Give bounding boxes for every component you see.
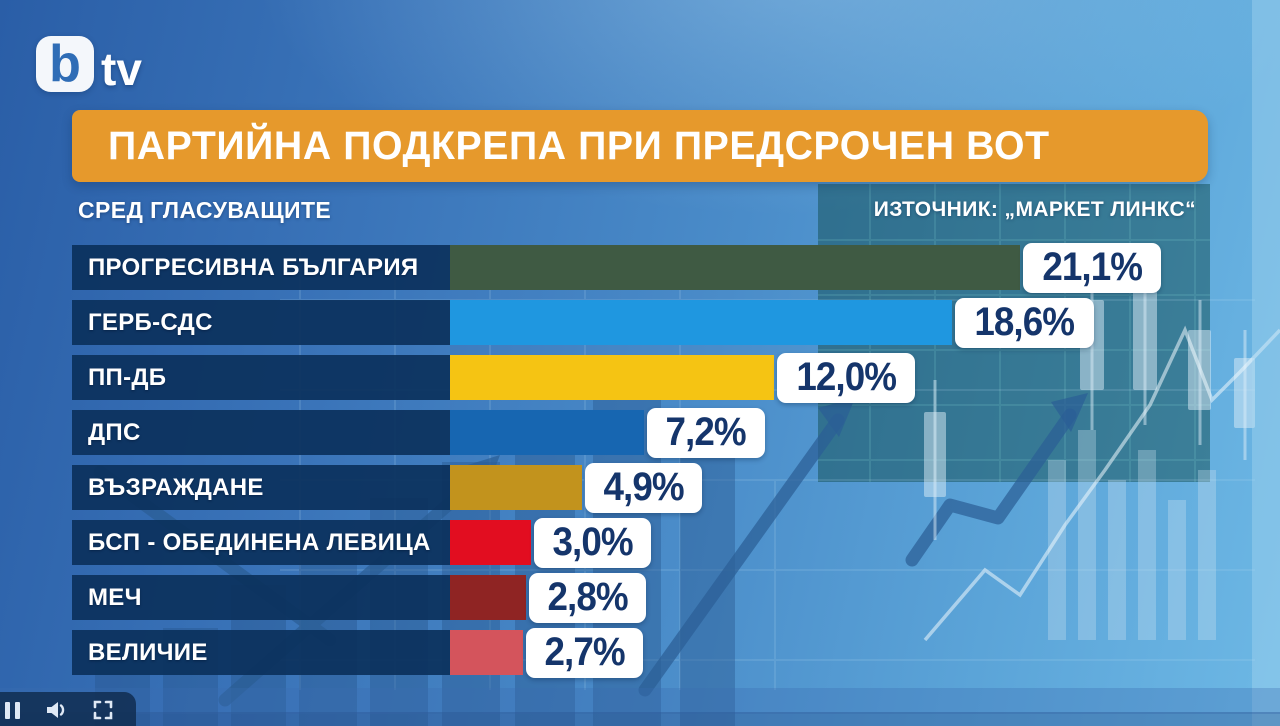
bar-row: БСП - ОБЕДИНЕНА ЛЕВИЦА 3,0% [72,517,1161,568]
btv-logo-tv-text: tv [101,42,142,95]
party-label: ПП-ДБ [72,355,450,400]
bar-chart: ПРОГРЕСИВНА БЪЛГАРИЯ 21,1% ГЕРБ-СДС 18,6… [72,242,1162,685]
value-badge: 2,8% [528,572,646,623]
party-bar [450,465,583,510]
value-badge: 18,6% [955,297,1094,348]
value-text: 4,9% [603,465,685,509]
bar-row: МЕЧ 2,8% [72,572,1161,623]
value-badge: 3,0% [534,517,652,568]
party-label: ГЕРБ-СДС [72,300,450,345]
value-badge: 4,9% [585,462,703,513]
pause-icon[interactable] [4,701,21,720]
bar-row: ГЕРБ-СДС 18,6% [72,297,1161,348]
bar-row: ВЕЛИЧИЕ 2,7% [72,627,1161,678]
value-text: 7,2% [665,410,747,454]
player-controls [0,692,136,726]
party-label: БСП - ОБЕДИНЕНА ЛЕВИЦА [72,520,450,565]
btv-logo: b tv [36,36,142,92]
value-text: 18,6% [974,300,1076,344]
value-badge: 21,1% [1022,242,1162,293]
party-bar [450,410,645,455]
headline-title: ПАРТИЙНА ПОДКРЕПА ПРИ ПРЕДСРОЧЕН ВОТ [108,123,1050,168]
party-bar [450,355,774,400]
party-bar [450,245,1020,290]
value-text: 2,7% [544,630,625,674]
btv-logo-b-badge: b [36,36,94,92]
volume-icon[interactable] [45,700,69,720]
party-bar [450,520,531,565]
source-text: ИЗТОЧНИК: „МАРКЕТ ЛИНКС“ [873,198,1196,221]
value-badge: 2,7% [525,627,644,678]
bar-row: ПП-ДБ 12,0% [72,352,1161,403]
value-text: 3,0% [552,520,633,564]
bar-row: ДПС 7,2% [72,407,1161,458]
value-badge: 7,2% [647,407,765,458]
subtitle-text: СРЕД ГЛАСУВАЩИТЕ [78,197,332,223]
party-bar [450,575,526,620]
party-label: ВЕЛИЧИЕ [72,630,450,675]
value-text: 2,8% [547,575,628,619]
headline-band: ПАРТИЙНА ПОДКРЕПА ПРИ ПРЕДСРОЧЕН ВОТ [72,110,1208,182]
value-text: 12,0% [796,355,897,399]
party-bar [450,300,953,345]
fullscreen-icon[interactable] [93,700,113,720]
value-text: 21,1% [1042,245,1143,289]
bar-row: ВЪЗРАЖДАНЕ 4,9% [72,462,1161,513]
value-badge: 12,0% [777,352,916,403]
party-label: МЕЧ [72,575,450,620]
party-bar [450,630,523,675]
party-label: ДПС [72,410,450,455]
party-label: ПРОГРЕСИВНА БЪЛГАРИЯ [72,245,450,290]
party-label: ВЪЗРАЖДАНЕ [72,465,450,510]
bar-row: ПРОГРЕСИВНА БЪЛГАРИЯ 21,1% [72,242,1162,293]
